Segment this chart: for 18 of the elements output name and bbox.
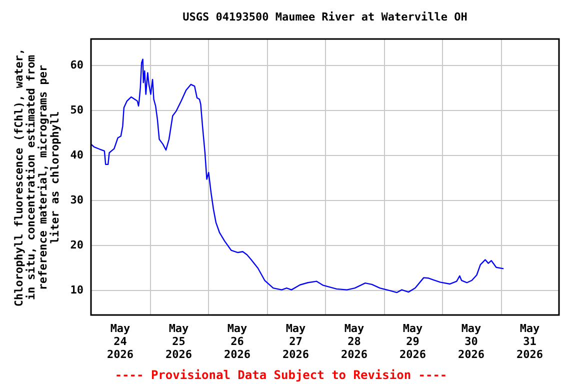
x-tick-label: May 27 2026 [282, 322, 310, 361]
x-tick-label: May 30 2026 [458, 322, 485, 361]
y-tick-label: 10 [70, 283, 84, 296]
x-tick-label: May 24 2026 [107, 322, 134, 361]
y-axis-title: Chlorophyll fluorescence (fChl), water, in situ, concentration estimated from reference material, micrograms per liter as chlorophyll [12, 48, 62, 307]
line-series [91, 58, 504, 294]
y-tick-label: 50 [70, 104, 84, 117]
x-tick-label: May 25 2026 [166, 322, 192, 361]
y-tick-label: 60 [70, 58, 84, 72]
y-tick-label: 20 [70, 238, 84, 252]
x-tick-label: May 26 2026 [224, 322, 251, 361]
x-tick-label: May 28 2026 [341, 322, 368, 361]
y-tick-label: 40 [70, 148, 84, 162]
chart-title: USGS 04193500 Maumee River at Waterville OH [182, 10, 468, 24]
x-tick-label: May 31 2026 [516, 322, 544, 361]
text: ---- Provisional Data Subject to Revision ---- [114, 368, 448, 382]
y-tick-label: 30 [70, 193, 84, 206]
x-tick-label: May 29 2026 [400, 322, 426, 361]
